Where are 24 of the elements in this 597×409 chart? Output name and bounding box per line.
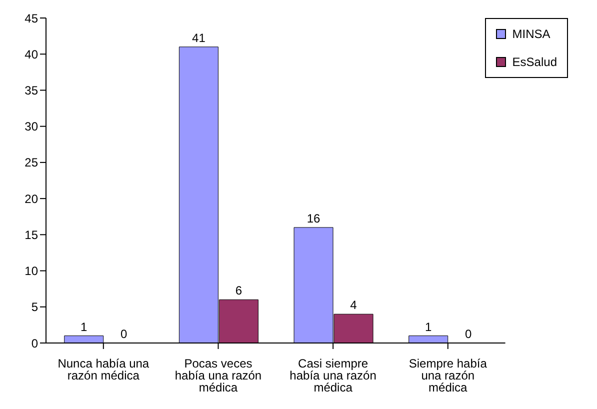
x-tick-label: Pocas veces había una razón médica — [174, 356, 262, 395]
data-label: 0 — [465, 326, 472, 341]
x-tick-label: Nunca había una razón médica — [58, 356, 150, 383]
y-tick-label: 45 — [24, 11, 38, 26]
y-tick-label: 10 — [24, 264, 38, 278]
data-label: 41 — [192, 30, 206, 45]
y-tick-label: 20 — [24, 192, 38, 206]
legend-label: MINSA — [512, 27, 550, 41]
data-label: 6 — [235, 284, 242, 298]
data-label: 16 — [306, 211, 321, 226]
y-tick-label: 15 — [24, 228, 38, 242]
x-tick-label: Casi siempre había una razón médica — [290, 356, 376, 395]
data-label: 1 — [425, 320, 432, 334]
x-tick-label: Siempre había una razón médica — [408, 356, 488, 395]
y-tick-label: 35 — [24, 83, 38, 98]
y-tick-label: 30 — [24, 120, 38, 134]
y-tick-label: 25 — [24, 156, 38, 170]
data-label: 0 — [120, 326, 128, 341]
data-label: 1 — [80, 320, 88, 334]
legend-label: EsSalud — [512, 55, 557, 69]
y-tick-label: 5 — [31, 300, 38, 314]
y-tick-label: 0 — [31, 336, 38, 350]
data-label: 4 — [350, 298, 358, 312]
y-tick-label: 40 — [24, 47, 38, 62]
